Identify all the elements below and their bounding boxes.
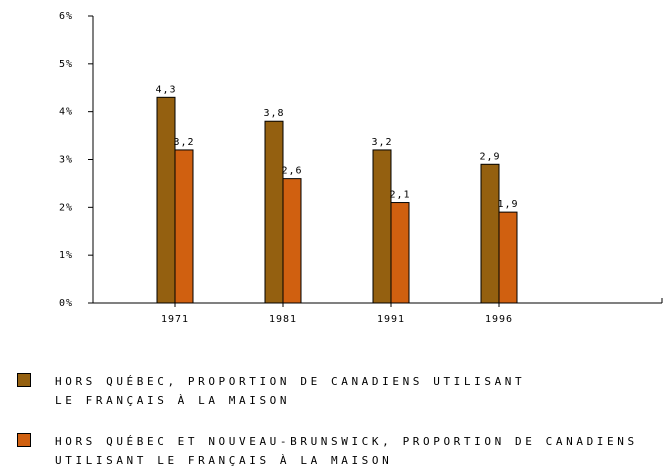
legend-label: HORS QUÉBEC ET NOUVEAU-BRUNSWICK, PROPOR… (55, 435, 638, 467)
legend-label: HORS QUÉBEC, PROPORTION DE CANADIENS UTI… (55, 375, 526, 407)
y-tick-label: 0% (59, 298, 73, 309)
bar (498, 211, 518, 304)
bar (480, 163, 500, 304)
bar (156, 96, 176, 304)
bar (372, 149, 392, 304)
bar (282, 178, 302, 304)
data-label: 2,6 (281, 166, 302, 177)
data-label: 3,8 (263, 108, 284, 119)
y-tick-label: 2% (59, 202, 73, 213)
y-tick-label: 4% (59, 107, 73, 118)
data-label: 4,3 (155, 84, 176, 95)
y-tick-label: 5% (59, 59, 73, 70)
y-tick-label: 6% (59, 11, 73, 22)
x-tick-label: 1971 (161, 314, 189, 325)
x-tick-label: 1991 (377, 314, 405, 325)
x-tick-label: 1996 (485, 314, 513, 325)
legend-item: HORS QUÉBEC, PROPORTION DE CANADIENS UTI… (17, 372, 545, 410)
y-tick-label: 1% (59, 250, 73, 261)
bar (264, 120, 284, 304)
legend-item: HORS QUÉBEC ET NOUVEAU-BRUNSWICK, PROPOR… (17, 432, 655, 470)
data-label: 3,2 (173, 137, 194, 148)
legend-swatch (17, 373, 31, 387)
chart: 0% 1% 2% 3% 4% 5% 6% 1971 4,3 3,2 1981 3,8 2,6 1991 3,… (59, 11, 663, 325)
data-label: 3,2 (371, 137, 392, 148)
bar (174, 149, 194, 304)
bar (390, 202, 410, 304)
y-tick-label: 3% (59, 155, 73, 166)
legend-swatch (17, 433, 31, 447)
x-tick-label: 1981 (269, 314, 297, 325)
data-label: 2,9 (479, 151, 500, 162)
data-label: 2,1 (389, 190, 410, 201)
data-label: 1,9 (497, 199, 518, 210)
